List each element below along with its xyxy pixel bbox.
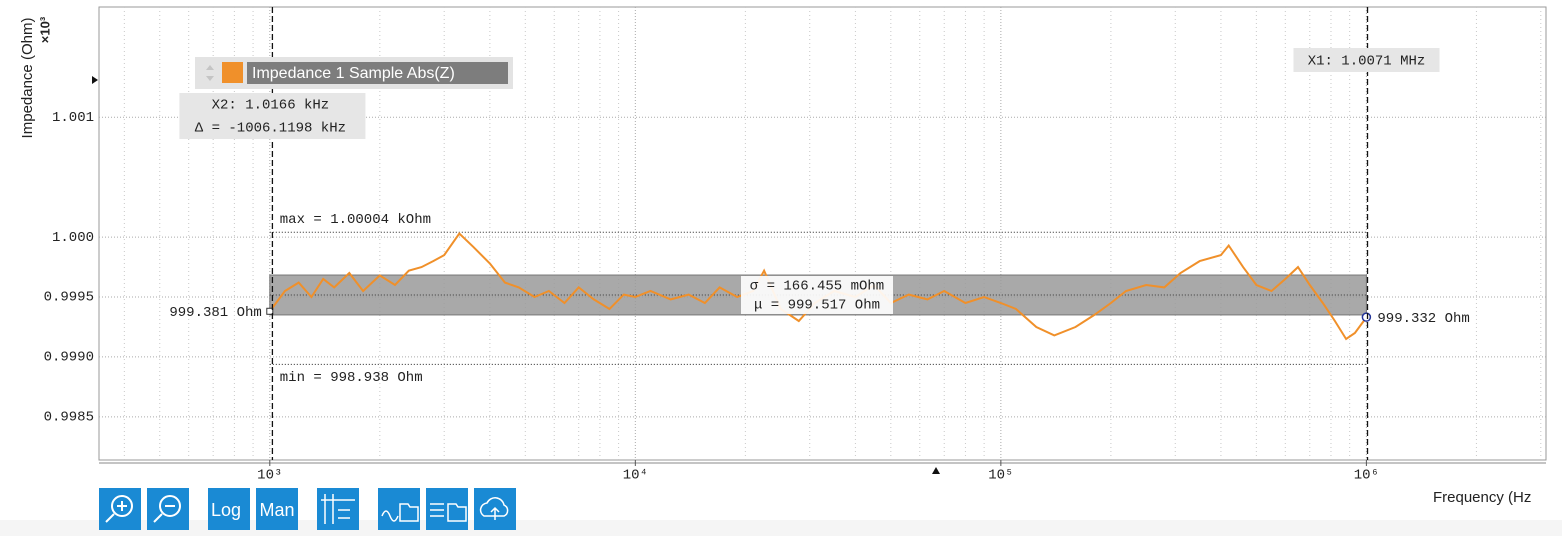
icon xyxy=(105,501,127,523)
icon xyxy=(321,494,355,524)
cursor-box xyxy=(1293,48,1440,72)
cursor-box xyxy=(179,93,366,139)
log-button[interactable] xyxy=(208,488,250,530)
y-multiplier: ×10³ xyxy=(37,16,52,43)
cursor-label: X1: 1.0071 MHz xyxy=(1308,54,1426,70)
start-marker xyxy=(266,307,274,315)
x-axis-label: Frequency (Hz xyxy=(1433,489,1531,506)
x-axis-pointer xyxy=(932,467,940,474)
cursor-delta: Δ = -1006.1198 kHz xyxy=(195,121,346,137)
man-button[interactable] xyxy=(256,488,298,530)
button-label: Log xyxy=(211,500,241,520)
y-tick-label: 0.9995 xyxy=(44,290,94,306)
stat-label: max = 1.00004 kOhm xyxy=(280,212,431,228)
x-tick-label: 10⁵ xyxy=(988,468,1013,484)
cursor-label: X2: 1.0166 kHz xyxy=(212,98,330,114)
mean-label: μ = 999.517 Ohm xyxy=(754,298,880,314)
start-marker-label: 999.381 Ohm xyxy=(169,305,261,321)
end-marker xyxy=(1361,312,1372,322)
y-axis-label: Impedance (Ohm) xyxy=(19,18,36,139)
y-tick-label: 0.9990 xyxy=(44,350,94,366)
legend-arrows xyxy=(206,65,214,81)
icon xyxy=(111,495,133,517)
end-marker-label: 999.332 Ohm xyxy=(1377,311,1469,327)
icon xyxy=(159,495,181,517)
zoom-in-button[interactable] xyxy=(99,488,141,530)
x-tick-label: 10⁶ xyxy=(1354,468,1379,484)
zoom-out-button[interactable] xyxy=(147,488,189,530)
stat-box xyxy=(741,275,893,314)
legend-entry-bg[interactable] xyxy=(247,62,508,84)
save-table-button[interactable] xyxy=(426,488,468,530)
stat-label: min = 998.938 Ohm xyxy=(280,370,423,386)
y-tick-label: 0.9985 xyxy=(44,410,94,426)
icon xyxy=(430,503,467,522)
icon xyxy=(479,497,509,520)
toolbar: Log Man xyxy=(99,488,516,530)
icon xyxy=(153,505,175,523)
sigma-label: σ = 166.455 mOhm xyxy=(750,279,884,295)
y-tick-label: 1.000 xyxy=(52,230,94,246)
y-tick-label: 1.001 xyxy=(52,110,94,126)
legend-swatch xyxy=(222,62,243,83)
legend-label: Impedance 1 Sample Abs(Z) xyxy=(252,65,455,82)
save-trace-button[interactable] xyxy=(378,488,420,530)
y-axis-pointer xyxy=(92,76,98,84)
series-line xyxy=(268,231,1368,341)
icon xyxy=(381,503,419,522)
cursor-button[interactable] xyxy=(317,488,359,530)
x-tick-label: 10⁴ xyxy=(623,468,648,484)
button-label: Man xyxy=(259,500,294,520)
legend: Impedance 1 Sample Abs(Z) xyxy=(195,57,513,89)
x-tick-label: 10³ xyxy=(257,468,282,484)
